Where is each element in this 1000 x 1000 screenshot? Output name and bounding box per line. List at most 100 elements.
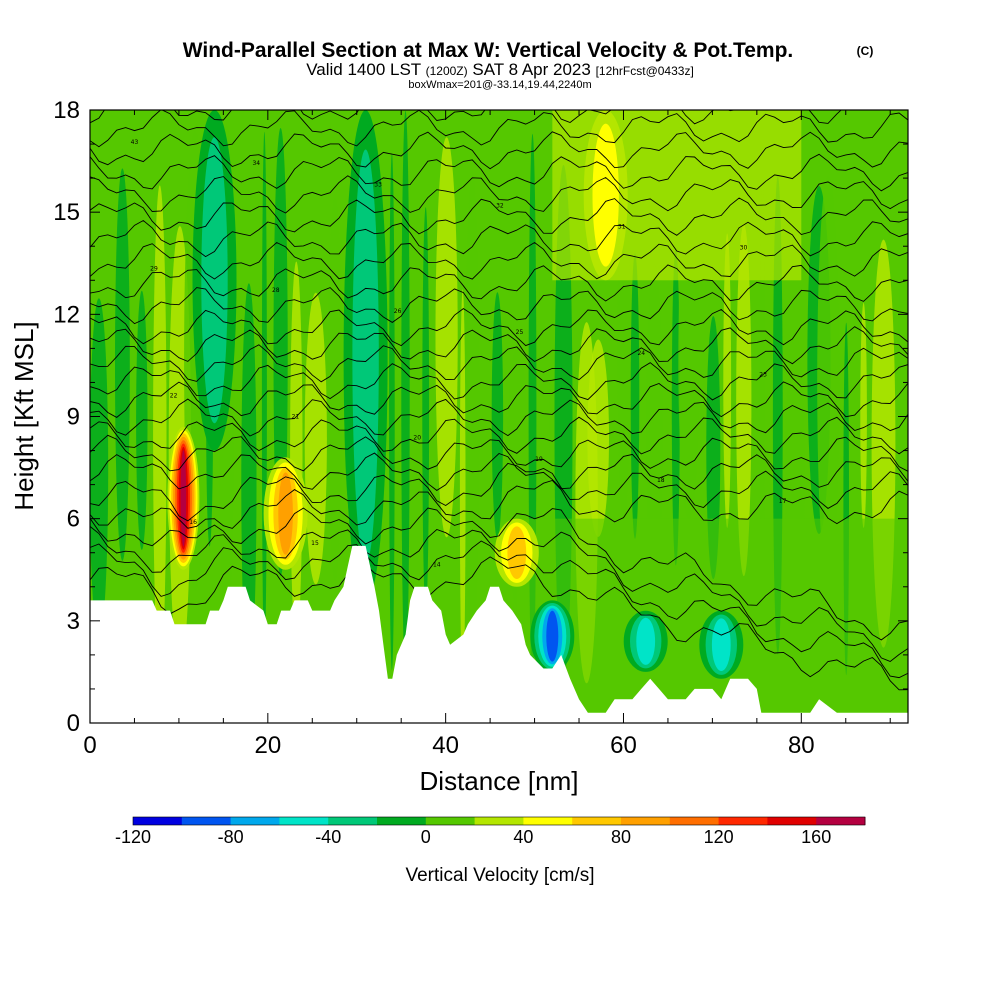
- velocity-streak: [587, 339, 609, 537]
- colorbar-swatch: [621, 817, 671, 825]
- y-tick-label: 3: [67, 608, 80, 635]
- theta-contour-label: 30: [740, 245, 748, 252]
- theta-contour: [90, 131, 908, 170]
- theta-contour: [90, 264, 908, 302]
- theta-contour: [90, 175, 908, 214]
- theta-contour: [90, 110, 842, 125]
- theta-contour-label: 19: [535, 456, 543, 463]
- theta-contour-label: 33: [374, 181, 382, 188]
- velocity-streak: [817, 175, 840, 587]
- colorbar-tick-label: -120: [115, 827, 151, 847]
- y-tick-label: 0: [67, 710, 80, 737]
- velocity-streak: [290, 261, 303, 641]
- vertical-velocity-field: [90, 110, 908, 723]
- colorbar-tick-label: 40: [513, 827, 533, 847]
- velocity-streak: [401, 110, 410, 676]
- colorbar-tick-label: 120: [704, 827, 734, 847]
- chart-subtitle: Valid 1400 LST (1200Z) SAT 8 Apr 2023 [1…: [306, 60, 694, 79]
- y-tick-label: 6: [67, 506, 80, 533]
- theta-contour: [90, 462, 908, 522]
- theta-contour-label: 18: [657, 477, 665, 484]
- velocity-streak: [90, 298, 109, 640]
- theta-contour: [90, 344, 908, 383]
- velocity-streak: [860, 302, 867, 528]
- velocity-feature: [530, 600, 575, 672]
- velocity-feature: [494, 518, 539, 587]
- theta-contour-label: 22: [170, 392, 178, 399]
- x-tick-label: 80: [788, 732, 815, 759]
- colorbar-swatch: [474, 817, 524, 825]
- velocity-streak: [630, 253, 640, 539]
- theta-contour-label: 43: [131, 139, 139, 146]
- theta-contour: [90, 526, 908, 663]
- axis-ticks: 0 20 40 60 80 0 3 6 9 12 15 18: [53, 97, 908, 759]
- colorbar: -120 -80 -40 0 40 80 120 160: [115, 816, 866, 847]
- theta-contour: [90, 540, 908, 679]
- x-axis-label: Distance [nm]: [420, 766, 579, 796]
- theta-contour-label: 17: [779, 498, 787, 505]
- subtitle-forecast: [12hrFcst@0433z]: [596, 64, 694, 78]
- subtitle-box-max: boxWmax=201@-33.14,19.44,2240m: [408, 79, 591, 91]
- velocity-streak: [646, 264, 663, 594]
- colorbar-tick-label: -40: [315, 827, 341, 847]
- velocity-feature-level: [201, 137, 228, 424]
- colorbar-swatch: [377, 817, 427, 825]
- y-axis-label: Height [Kft MSL]: [9, 321, 39, 510]
- velocity-streak: [491, 292, 504, 539]
- theta-contour: [90, 556, 908, 691]
- y-tick-label: 15: [53, 199, 80, 226]
- velocity-streak: [389, 153, 395, 671]
- velocity-feature: [699, 610, 744, 679]
- velocity-feature-level: [180, 450, 187, 547]
- x-tick-label: 40: [432, 732, 459, 759]
- theta-contour-label: 34: [252, 160, 260, 167]
- theta-contour: [90, 452, 908, 491]
- velocity-streak: [304, 292, 327, 585]
- theta-contour-label: 24: [637, 350, 645, 357]
- y-tick-label: 12: [53, 301, 80, 328]
- theta-contour-label: 20: [413, 435, 421, 442]
- velocity-streak: [435, 137, 458, 538]
- x-tick-label: 20: [254, 732, 281, 759]
- velocity-streak: [136, 290, 148, 550]
- velocity-feature-level: [278, 472, 293, 555]
- subtitle-date: SAT 8 Apr 2023: [472, 60, 590, 79]
- theta-contour-label: 32: [496, 202, 504, 209]
- velocity-feature-level: [507, 526, 527, 579]
- terrain-mask: [90, 545, 908, 723]
- velocity-feature-level: [546, 610, 559, 662]
- theta-contour: [90, 219, 908, 258]
- colorbar-swatch: [230, 817, 280, 825]
- subtitle-utc: (1200Z): [426, 64, 468, 78]
- velocity-feature: [583, 110, 628, 281]
- velocity-feature-level: [352, 149, 379, 565]
- velocity-feature: [263, 457, 308, 570]
- theta-contour: [90, 287, 908, 325]
- colorbar-swatch: [669, 817, 720, 825]
- theta-contour: [90, 308, 908, 347]
- colorbar-swatch: [572, 817, 622, 825]
- theta-contour-label: 26: [394, 308, 402, 315]
- theta-contour: [90, 110, 908, 148]
- theta-contour-label: 29: [150, 266, 158, 273]
- theta-contour: [90, 362, 908, 401]
- velocity-streak: [422, 207, 430, 612]
- velocity-streak: [241, 283, 257, 679]
- theta-contour: [90, 197, 908, 236]
- x-tick-label: 60: [610, 732, 637, 759]
- velocity-streak: [261, 131, 267, 657]
- y-tick-label: 18: [53, 97, 80, 124]
- subtitle-valid: Valid 1400 LST: [306, 60, 421, 79]
- copyright-mark: (C): [857, 44, 874, 58]
- colorbar-swatch: [523, 817, 573, 825]
- theta-contour: [90, 381, 908, 418]
- theta-contour: [90, 434, 908, 472]
- colorbar-swatch: [328, 817, 378, 825]
- colorbar-swatch: [816, 817, 866, 825]
- colorbar-swatch: [767, 817, 817, 825]
- colorbar-swatch: [718, 817, 768, 825]
- colorbar-title: Vertical Velocity [cm/s]: [405, 865, 594, 886]
- terrain-surface: [90, 545, 908, 723]
- theta-contour-label: 28: [272, 287, 280, 294]
